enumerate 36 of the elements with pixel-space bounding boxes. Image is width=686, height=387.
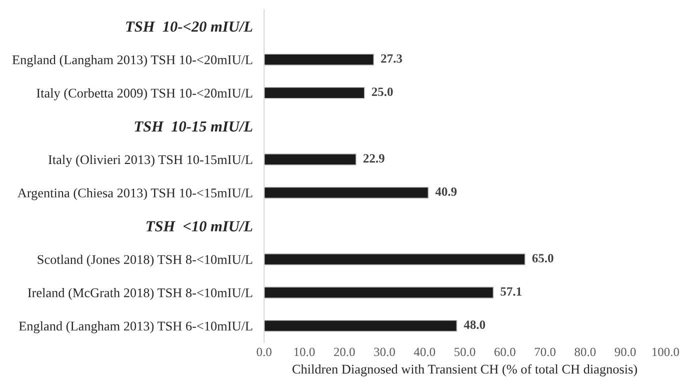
data-label: 57.1 xyxy=(500,287,522,296)
x-tick-label: 30.0 xyxy=(374,348,395,356)
bar xyxy=(264,154,356,166)
x-tick-label: 80.0 xyxy=(574,348,596,356)
bar xyxy=(264,286,494,298)
x-tick-label: 0.0 xyxy=(256,348,272,356)
x-tick-label: 60.0 xyxy=(494,348,516,356)
data-label: 25.0 xyxy=(372,88,393,96)
x-tick-label: 70.0 xyxy=(534,348,556,356)
x-tick-label: 40.0 xyxy=(414,348,436,356)
bar xyxy=(264,186,429,199)
data-label: 27.3 xyxy=(381,54,402,63)
x-axis-title: Children Diagnosed with Transient CH (% of total CH diagnosis) xyxy=(292,364,637,376)
x-tick-label: 20.0 xyxy=(334,348,355,356)
y-tick-label: England (Langham 2013) TSH 6-<10mIU/L xyxy=(18,321,252,334)
y-tick-label: England (Langham 2013) TSH 10-<20mIU/L xyxy=(12,55,252,68)
y-tick-label: Italy (Olivieri 2013) TSH 10-15mIU/L xyxy=(48,154,252,167)
bar xyxy=(264,320,458,332)
y-tick-label: TSH 10-<20 mIU/L xyxy=(126,21,252,32)
x-tick-label: 10.0 xyxy=(294,348,315,356)
bar xyxy=(264,54,374,66)
y-tick-label: Ireland (McGrath 2018) TSH 8-<10mIU/L xyxy=(28,288,252,300)
data-label: 48.0 xyxy=(464,320,486,330)
x-tick-label: 90.0 xyxy=(614,348,636,356)
y-tick-label: TSH <10 mIU/L xyxy=(146,221,252,232)
y-tick-label: TSH 10-15 mIU/L xyxy=(134,121,252,132)
x-tick-label: 100.0 xyxy=(652,348,680,356)
data-label: 40.9 xyxy=(435,187,457,196)
x-tick-label: 50.0 xyxy=(454,348,476,356)
bar xyxy=(264,253,526,266)
data-label: 65.0 xyxy=(532,254,554,262)
y-tick-label: Argentina (Chiesa 2013) TSH 10-<15mIU/L xyxy=(17,188,252,200)
data-label: 22.9 xyxy=(363,154,384,163)
y-tick-label: Scotland (Jones 2018) TSH 8-<10mIU/L xyxy=(38,254,252,267)
y-tick-label: Italy (Corbetta 2009) TSH 10-<20mIU/L xyxy=(36,88,252,100)
bar xyxy=(264,86,365,99)
